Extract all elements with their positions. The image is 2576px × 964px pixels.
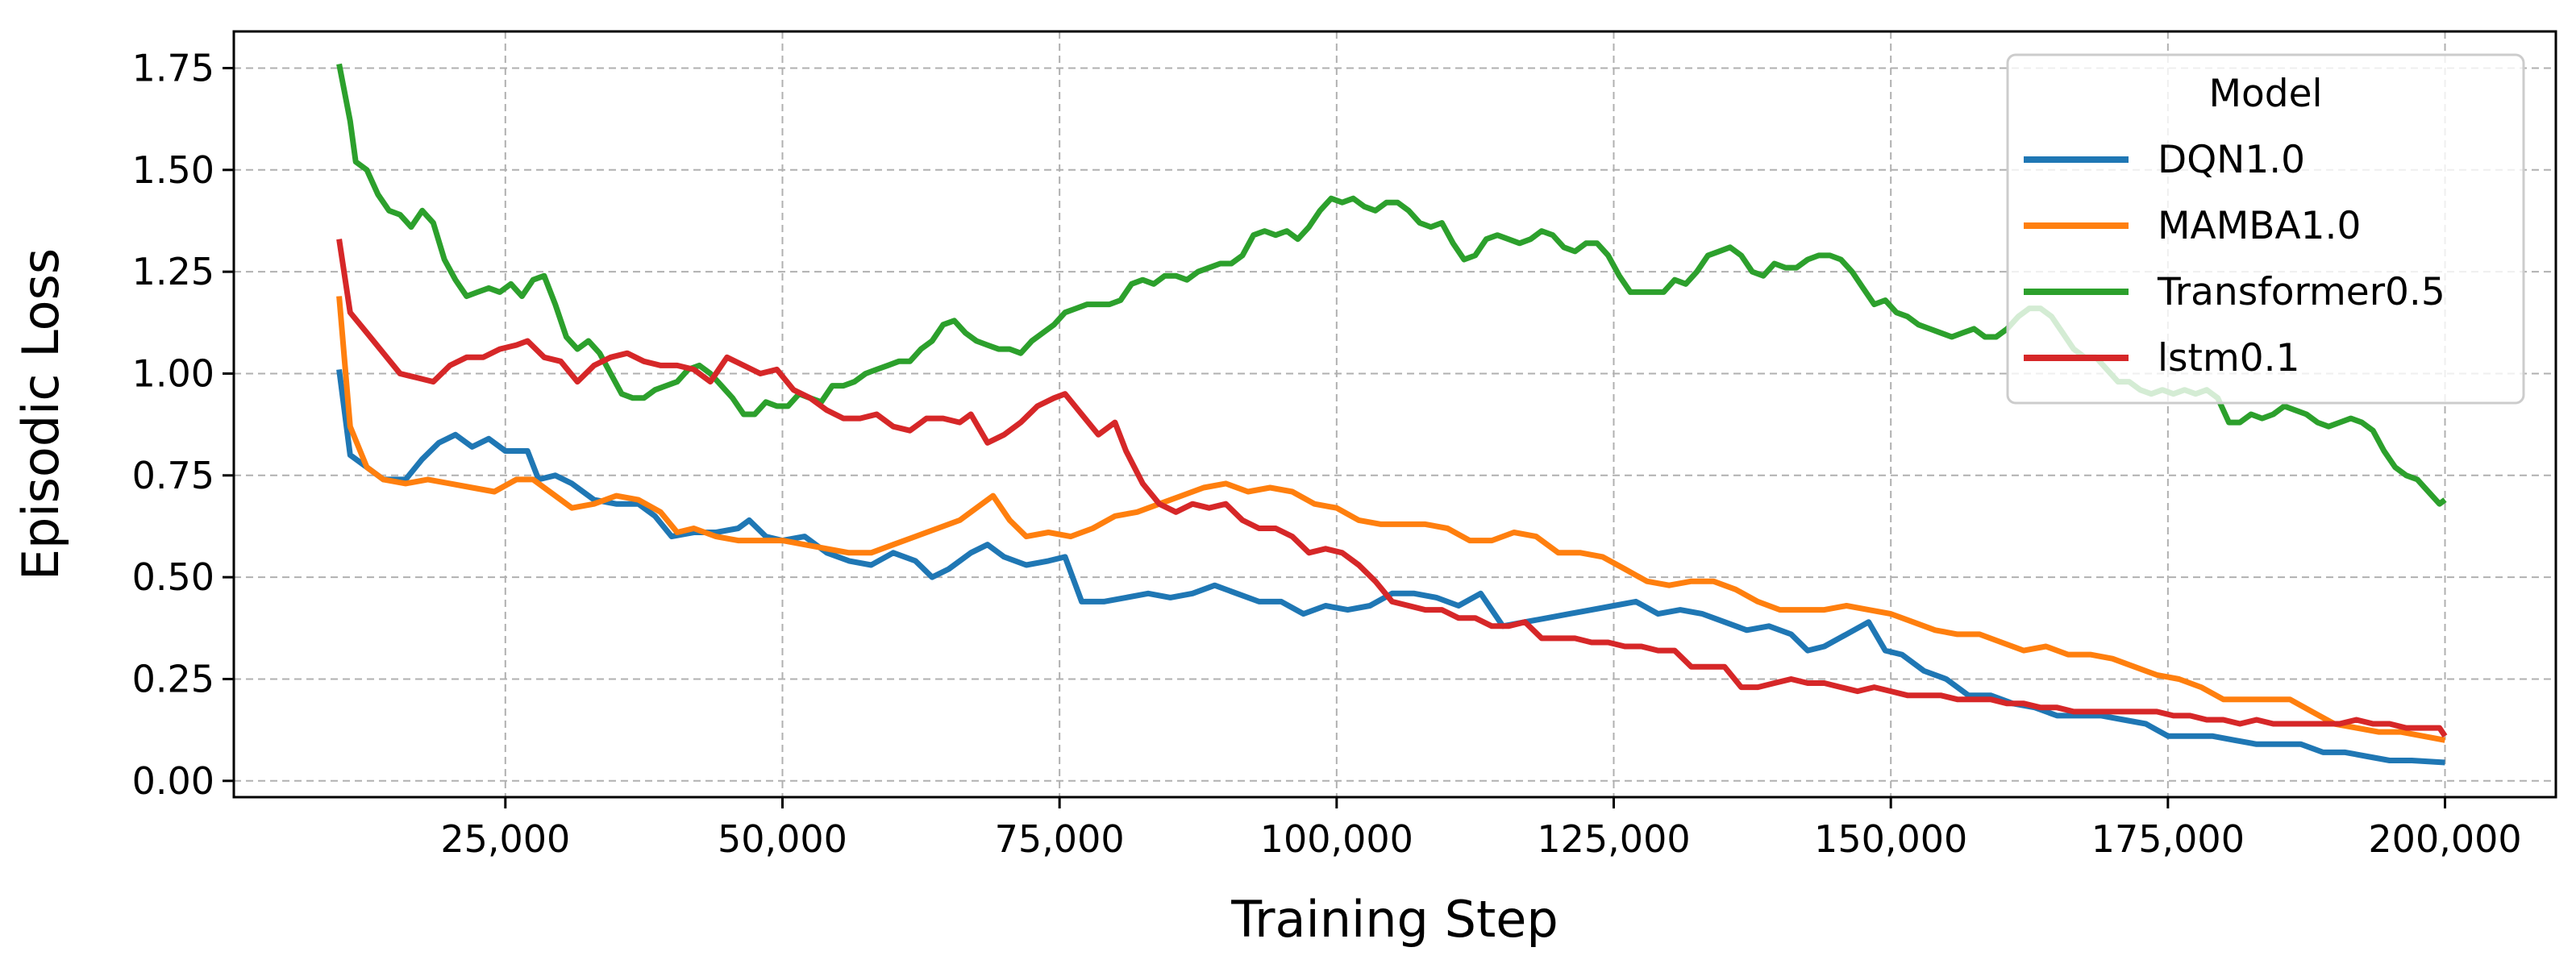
series-line-lstm0-1 bbox=[336, 239, 2448, 738]
y-tick-label: 0.75 bbox=[132, 454, 214, 497]
legend-label-lstm0-1: lstm0.1 bbox=[2158, 336, 2300, 380]
y-tick-label: 0.50 bbox=[132, 555, 214, 599]
y-tick-label: 1.75 bbox=[132, 46, 214, 89]
x-tick-label: 125,000 bbox=[1537, 817, 1690, 861]
x-tick-label: 175,000 bbox=[2091, 817, 2245, 861]
plot-frame bbox=[232, 30, 2557, 799]
y-tick-label: 1.25 bbox=[132, 250, 214, 293]
y-axis-title: Episodic Loss bbox=[11, 248, 70, 580]
y-tick-label: 1.00 bbox=[132, 351, 214, 395]
x-axis: 25,000 50,000 75,000 100,000 125,000 150,000 1… bbox=[440, 797, 2522, 861]
y-axis: 0.00 0.25 0.50 0.75 1.00 1.25 1.50 1.75 bbox=[132, 46, 234, 803]
legend-title: Model bbox=[2208, 72, 2322, 116]
legend-box bbox=[2006, 53, 2525, 405]
x-tick-label: 75,000 bbox=[995, 817, 1125, 861]
x-tick-label: 50,000 bbox=[718, 817, 847, 861]
y-tick-label: 0.00 bbox=[132, 759, 214, 803]
legend-label-dqn1-0: DQN1.0 bbox=[2158, 138, 2305, 182]
x-tick-label: 25,000 bbox=[440, 817, 570, 861]
series-line-mamba1-0 bbox=[336, 296, 2446, 743]
x-axis-title: Training Step bbox=[1230, 890, 1559, 949]
x-tick-label: 150,000 bbox=[1814, 817, 1967, 861]
series-line-dqn1-0 bbox=[336, 368, 2445, 766]
y-tick-label: 0.25 bbox=[132, 657, 214, 700]
y-tick-label: 1.50 bbox=[132, 148, 214, 192]
legend-label-mamba1-0: MAMBA1.0 bbox=[2158, 204, 2361, 248]
x-tick-label: 100,000 bbox=[1260, 817, 1413, 861]
x-tick-label: 200,000 bbox=[2368, 817, 2521, 861]
legend: Model DQN1.0 MAMBA1.0 Transformer0.5 lstm0.… bbox=[2006, 53, 2525, 405]
legend-label-transformer0-5: Transformer0.5 bbox=[2157, 270, 2445, 314]
legend-entries: DQN1.0 MAMBA1.0 Transformer0.5 lstm0.1 bbox=[2024, 138, 2445, 380]
